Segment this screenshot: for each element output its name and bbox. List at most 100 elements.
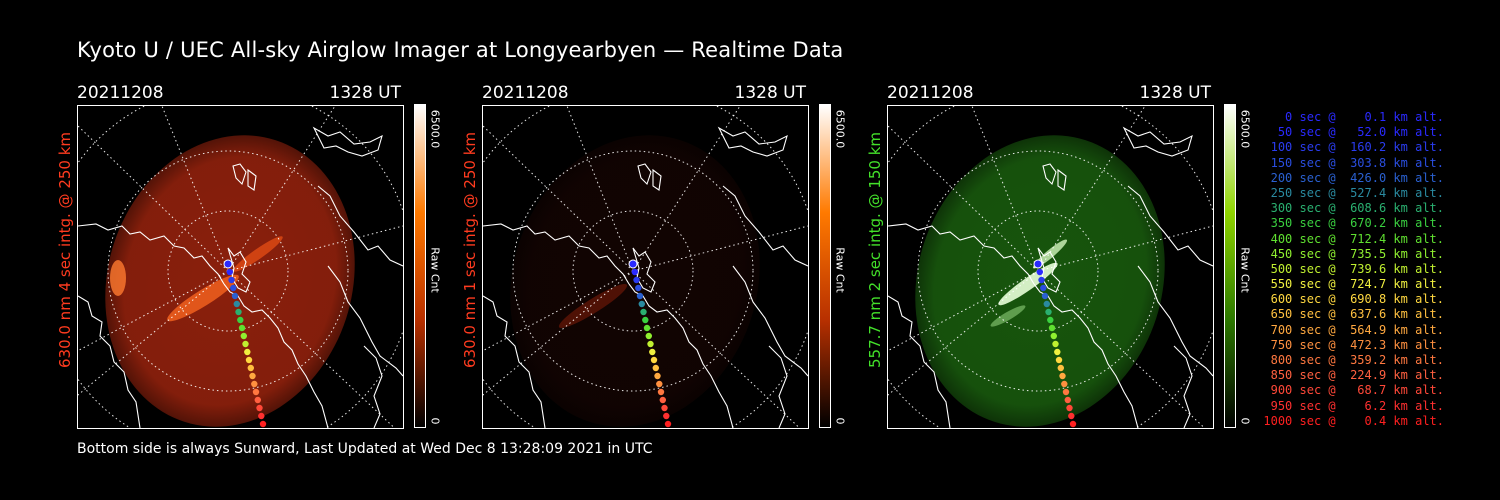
legend-entry: 600 sec @ 690.8 km alt.	[1263, 292, 1444, 307]
legend-entry: 50 sec @ 52.0 km alt.	[1263, 125, 1444, 140]
panel-2-wavelength-label: 630.0 nm 1 sec intg. @ 250 km	[461, 131, 479, 369]
trajectory-point	[645, 332, 652, 340]
legend-entry: 800 sec @ 359.2 km alt.	[1263, 353, 1444, 367]
trajectory-point	[631, 268, 638, 276]
trajectory-point	[1038, 276, 1045, 284]
legend-entry: 550 sec @ 724.7 km alt.	[1263, 277, 1444, 292]
trajectory-point	[1054, 348, 1061, 356]
panel-3-cbar-unit: Raw Cnt	[1238, 247, 1252, 293]
panel-time: 1328 UT	[734, 83, 807, 103]
trajectory-point	[228, 276, 235, 284]
panel-1-colorbar	[414, 104, 426, 428]
trajectory-point	[1036, 268, 1043, 276]
trajectory-point	[238, 324, 246, 332]
trajectory-point	[1033, 259, 1043, 269]
panel-2-colorbar	[819, 104, 831, 428]
legend-entry: 950 sec @ 6.2 km alt.	[1263, 398, 1444, 413]
airglow-disk	[510, 135, 760, 427]
trajectory-point	[657, 388, 665, 396]
trajectory-point	[259, 420, 267, 428]
trajectory-point	[242, 340, 249, 348]
trajectory-point	[252, 388, 260, 396]
legend-entry: 200 sec @ 426.0 km alt.	[1263, 170, 1444, 185]
trajectory-point	[1069, 420, 1077, 428]
trajectory-point	[1052, 340, 1059, 348]
trajectory-point	[233, 300, 240, 308]
trajectory-point	[1068, 412, 1075, 420]
trajectory-point	[256, 404, 263, 412]
trajectory-point	[247, 364, 254, 372]
trajectory-point	[1045, 308, 1052, 316]
trajectory-point	[223, 259, 233, 269]
sky-image-frame[interactable]	[887, 105, 1214, 429]
trajectory-point	[663, 412, 670, 420]
legend-entry: 250 sec @ 527.4 km alt.	[1263, 185, 1444, 200]
trajectory-point	[226, 268, 233, 276]
panel-1-wavelength-label: 630.0 nm 4 sec intg. @ 250 km	[56, 131, 74, 369]
panel-3-colorbar	[1224, 104, 1236, 428]
trajectory-point	[661, 404, 668, 412]
panel-3-wavelength-label: 557.7 nm 2 sec intg. @ 150 km	[866, 131, 884, 369]
sky-image-frame[interactable]	[482, 105, 809, 429]
sky-image	[78, 106, 403, 428]
legend-entry: 850 sec @ 224.9 km alt.	[1263, 368, 1444, 383]
legend-entry: 400 sec @ 712.4 km alt.	[1263, 231, 1444, 246]
trajectory-point	[650, 356, 658, 364]
trajectory-point	[647, 340, 654, 348]
trajectory-point	[636, 292, 644, 300]
trajectory-point	[244, 348, 251, 356]
trajectory-point	[237, 316, 244, 324]
trajectory-point	[1059, 372, 1066, 380]
trajectory-point	[1040, 284, 1047, 292]
panel-1-cbar-max: 6500.0	[428, 109, 442, 149]
trajectory-point	[640, 308, 647, 316]
trajectory-point	[1057, 364, 1064, 372]
panel-date: 20211208	[887, 83, 974, 103]
trajectory-point	[1061, 380, 1068, 388]
trajectory-point	[643, 324, 651, 332]
legend-entry: 1000 sec @ 0.4 km alt.	[1263, 413, 1444, 428]
trajectory-point	[1064, 396, 1071, 404]
trajectory-point	[628, 259, 638, 269]
legend-entry: 500 sec @ 739.6 km alt.	[1263, 261, 1444, 276]
panel-time: 1328 UT	[329, 83, 402, 103]
trajectory-point	[245, 356, 253, 364]
trajectory-point	[649, 348, 656, 356]
panel-date: 20211208	[482, 83, 569, 103]
legend-entry: 650 sec @ 637.6 km alt.	[1263, 307, 1444, 322]
legend-entry: 450 sec @ 735.5 km alt.	[1263, 246, 1444, 261]
trajectory-point	[659, 396, 666, 404]
trajectory-point	[1047, 316, 1054, 324]
panel-date: 20211208	[77, 83, 164, 103]
trajectory-point	[235, 308, 242, 316]
trajectory-point	[1048, 324, 1056, 332]
legend-entry: 750 sec @ 472.3 km alt.	[1263, 337, 1444, 352]
trajectory-point	[254, 396, 261, 404]
legend-entry: 0 sec @ 0.1 km alt.	[1263, 110, 1444, 124]
panel-3-cbar-min: 0	[1238, 417, 1252, 425]
panel-time: 1328 UT	[1139, 83, 1212, 103]
trajectory-point	[230, 284, 237, 292]
panel-3-cbar-max: 6500.0	[1238, 109, 1252, 149]
trajectory-point	[251, 380, 258, 388]
legend-entry: 100 sec @ 160.2 km alt.	[1263, 140, 1444, 155]
legend-entry: 150 sec @ 303.8 km alt.	[1263, 155, 1444, 170]
trajectory-point	[258, 412, 265, 420]
sky-image-frame[interactable]	[77, 105, 404, 429]
trajectory-point	[231, 292, 239, 300]
trajectory-point	[642, 316, 649, 324]
sky-image	[888, 106, 1213, 428]
trajectory-point	[656, 380, 663, 388]
airglow-panel-2: 20211208 1328 UT	[482, 83, 812, 433]
trajectory-point	[1050, 332, 1057, 340]
panel-2-cbar-unit: Raw Cnt	[833, 247, 847, 293]
trajectory-point	[654, 372, 661, 380]
trajectory-legend: 0 sec @ 0.1 km alt. 50 sec @ 52.0 km alt…	[1262, 110, 1444, 429]
trajectory-point	[633, 276, 640, 284]
panel-1-cbar-min: 0	[428, 417, 442, 425]
airglow-panel-1: 20211208 1328 UT	[77, 83, 407, 433]
trajectory-point	[664, 420, 672, 428]
trajectory-point	[249, 372, 256, 380]
panel-1-cbar-unit: Raw Cnt	[428, 247, 442, 293]
panel-2-cbar-max: 6500.0	[833, 109, 847, 149]
